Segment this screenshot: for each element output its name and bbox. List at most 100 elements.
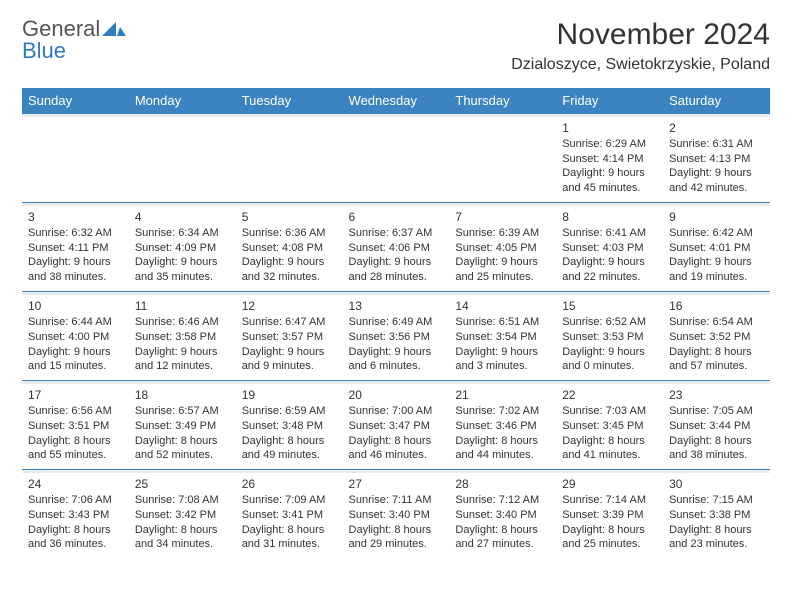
day-cell: 27Sunrise: 7:11 AMSunset: 3:40 PMDayligh…: [343, 473, 450, 559]
day-cell: 13Sunrise: 6:49 AMSunset: 3:56 PMDayligh…: [343, 295, 450, 381]
day-header: Monday: [129, 88, 236, 114]
day-detail: Sunrise: 6:56 AM: [28, 404, 123, 419]
day-cell: 29Sunrise: 7:14 AMSunset: 3:39 PMDayligh…: [556, 473, 663, 559]
day-number: 30: [669, 476, 764, 492]
day-detail: and 28 minutes.: [349, 270, 444, 285]
month-title: November 2024: [511, 18, 770, 52]
calendar-table: SundayMondayTuesdayWednesdayThursdayFrid…: [22, 88, 770, 558]
day-number: 5: [242, 209, 337, 225]
day-number: 16: [669, 298, 764, 314]
day-detail: Daylight: 9 hours: [28, 345, 123, 360]
day-number: 26: [242, 476, 337, 492]
day-detail: Daylight: 8 hours: [28, 434, 123, 449]
day-detail: Sunset: 4:06 PM: [349, 241, 444, 256]
day-detail: Sunrise: 7:00 AM: [349, 404, 444, 419]
day-header: Sunday: [22, 88, 129, 114]
day-detail: Sunset: 3:57 PM: [242, 330, 337, 345]
day-number: 13: [349, 298, 444, 314]
day-cell: 8Sunrise: 6:41 AMSunset: 4:03 PMDaylight…: [556, 206, 663, 292]
day-detail: Sunrise: 6:31 AM: [669, 137, 764, 152]
day-detail: Daylight: 9 hours: [349, 255, 444, 270]
day-detail: Daylight: 8 hours: [135, 523, 230, 538]
day-detail: Sunrise: 7:14 AM: [562, 493, 657, 508]
day-detail: Daylight: 9 hours: [669, 255, 764, 270]
day-detail: Sunrise: 6:32 AM: [28, 226, 123, 241]
day-detail: and 38 minutes.: [669, 448, 764, 463]
day-detail: Sunset: 3:44 PM: [669, 419, 764, 434]
day-detail: Daylight: 8 hours: [135, 434, 230, 449]
day-detail: Sunset: 4:00 PM: [28, 330, 123, 345]
day-detail: Sunrise: 6:46 AM: [135, 315, 230, 330]
day-cell: 1Sunrise: 6:29 AMSunset: 4:14 PMDaylight…: [556, 117, 663, 203]
day-detail: and 38 minutes.: [28, 270, 123, 285]
day-cell: [236, 117, 343, 203]
day-cell: 3Sunrise: 6:32 AMSunset: 4:11 PMDaylight…: [22, 206, 129, 292]
day-detail: Daylight: 8 hours: [28, 523, 123, 538]
day-detail: Sunset: 4:13 PM: [669, 152, 764, 167]
day-number: 19: [242, 387, 337, 403]
day-cell: 12Sunrise: 6:47 AMSunset: 3:57 PMDayligh…: [236, 295, 343, 381]
day-detail: and 25 minutes.: [455, 270, 550, 285]
day-detail: Sunset: 4:05 PM: [455, 241, 550, 256]
day-detail: Sunrise: 6:29 AM: [562, 137, 657, 152]
day-detail: Sunrise: 6:36 AM: [242, 226, 337, 241]
day-detail: Daylight: 8 hours: [242, 523, 337, 538]
day-detail: Daylight: 8 hours: [455, 434, 550, 449]
day-cell: 5Sunrise: 6:36 AMSunset: 4:08 PMDaylight…: [236, 206, 343, 292]
day-detail: Sunset: 4:01 PM: [669, 241, 764, 256]
day-detail: and 41 minutes.: [562, 448, 657, 463]
day-detail: Daylight: 9 hours: [135, 255, 230, 270]
day-cell: 16Sunrise: 6:54 AMSunset: 3:52 PMDayligh…: [663, 295, 770, 381]
day-detail: Sunset: 3:48 PM: [242, 419, 337, 434]
day-detail: Sunrise: 7:08 AM: [135, 493, 230, 508]
day-detail: Sunrise: 7:15 AM: [669, 493, 764, 508]
day-number: 21: [455, 387, 550, 403]
day-detail: and 9 minutes.: [242, 359, 337, 374]
day-number: 6: [349, 209, 444, 225]
day-cell: 23Sunrise: 7:05 AMSunset: 3:44 PMDayligh…: [663, 384, 770, 470]
day-detail: Sunset: 4:11 PM: [28, 241, 123, 256]
day-cell: [22, 117, 129, 203]
day-number: 12: [242, 298, 337, 314]
title-block: November 2024 Dzialoszyce, Swietokrzyski…: [511, 18, 770, 74]
day-header: Tuesday: [236, 88, 343, 114]
day-cell: 28Sunrise: 7:12 AMSunset: 3:40 PMDayligh…: [449, 473, 556, 559]
week-row: 1Sunrise: 6:29 AMSunset: 4:14 PMDaylight…: [22, 117, 770, 203]
day-header: Wednesday: [343, 88, 450, 114]
day-detail: and 31 minutes.: [242, 537, 337, 552]
day-detail: Sunset: 3:46 PM: [455, 419, 550, 434]
day-detail: Sunset: 3:43 PM: [28, 508, 123, 523]
day-detail: and 25 minutes.: [562, 537, 657, 552]
day-detail: Daylight: 9 hours: [562, 166, 657, 181]
day-detail: and 27 minutes.: [455, 537, 550, 552]
day-cell: 10Sunrise: 6:44 AMSunset: 4:00 PMDayligh…: [22, 295, 129, 381]
day-detail: Daylight: 9 hours: [135, 345, 230, 360]
day-detail: Sunrise: 7:06 AM: [28, 493, 123, 508]
day-detail: Sunset: 3:41 PM: [242, 508, 337, 523]
day-detail: Sunrise: 6:47 AM: [242, 315, 337, 330]
day-detail: and 6 minutes.: [349, 359, 444, 374]
day-detail: and 3 minutes.: [455, 359, 550, 374]
day-number: 10: [28, 298, 123, 314]
day-detail: and 44 minutes.: [455, 448, 550, 463]
day-detail: Sunrise: 7:12 AM: [455, 493, 550, 508]
day-number: 20: [349, 387, 444, 403]
day-detail: Daylight: 9 hours: [455, 255, 550, 270]
day-number: 9: [669, 209, 764, 225]
day-detail: Sunset: 3:56 PM: [349, 330, 444, 345]
day-detail: and 32 minutes.: [242, 270, 337, 285]
location-text: Dzialoszyce, Swietokrzyskie, Poland: [511, 56, 770, 74]
day-cell: 30Sunrise: 7:15 AMSunset: 3:38 PMDayligh…: [663, 473, 770, 559]
day-cell: 9Sunrise: 6:42 AMSunset: 4:01 PMDaylight…: [663, 206, 770, 292]
day-cell: 7Sunrise: 6:39 AMSunset: 4:05 PMDaylight…: [449, 206, 556, 292]
day-detail: and 57 minutes.: [669, 359, 764, 374]
day-detail: and 12 minutes.: [135, 359, 230, 374]
day-detail: Daylight: 8 hours: [562, 434, 657, 449]
day-number: 7: [455, 209, 550, 225]
day-detail: and 45 minutes.: [562, 181, 657, 196]
day-detail: Daylight: 8 hours: [349, 523, 444, 538]
day-detail: Daylight: 9 hours: [562, 345, 657, 360]
brand-logo: General Blue: [22, 18, 126, 62]
day-number: 25: [135, 476, 230, 492]
day-detail: and 34 minutes.: [135, 537, 230, 552]
